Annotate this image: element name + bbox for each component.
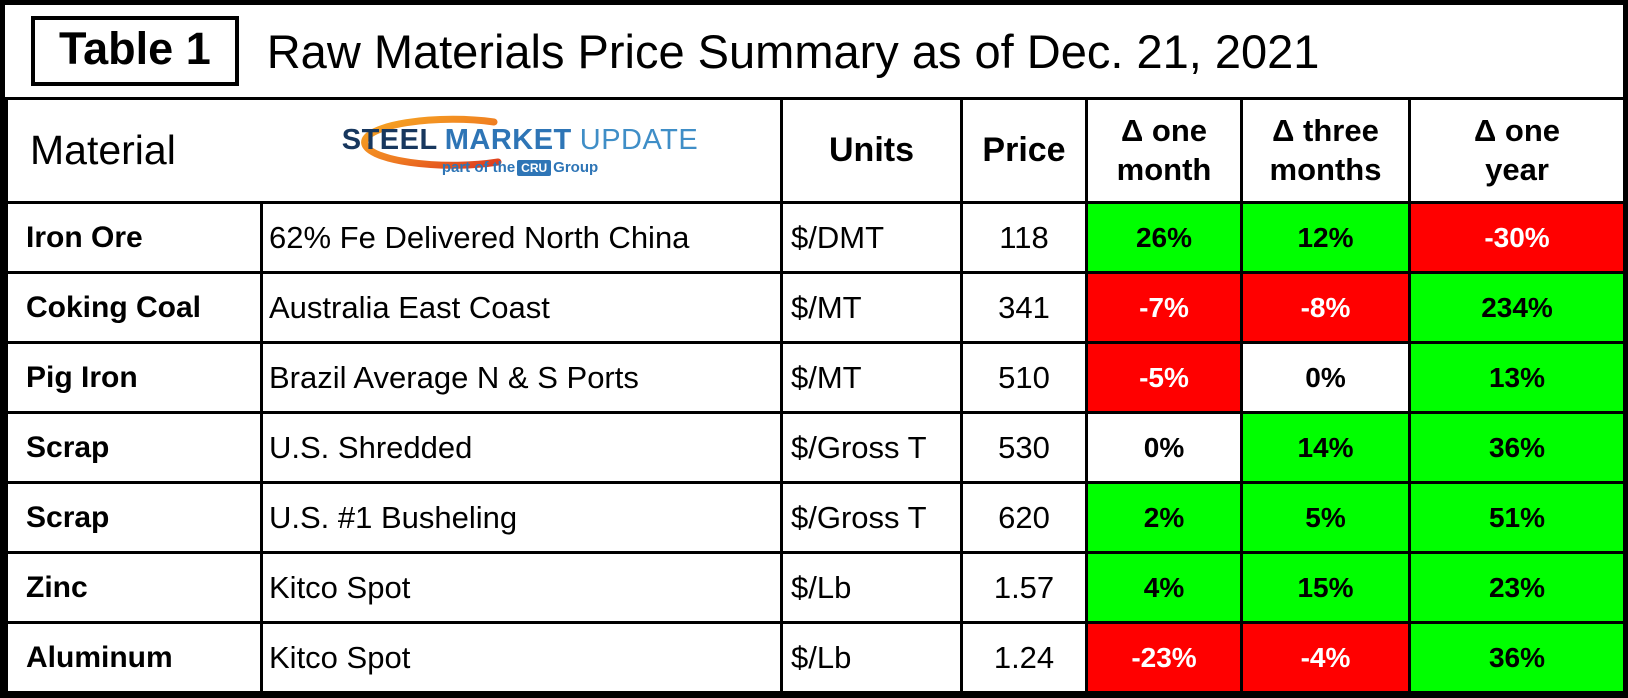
table-row: Zinc Kitco Spot $/Lb 1.57 4% 15% 23% [5, 551, 1623, 624]
delta-one-year-cell: 36% [1408, 411, 1623, 484]
units-cell: $/DMT [780, 201, 963, 274]
price-cell: 620 [960, 481, 1088, 554]
material-cell: Zinc [5, 551, 263, 624]
cru-logo-badge: CRU [517, 159, 552, 176]
col-header-delta-one-month-line1: Δ one [1120, 112, 1207, 148]
units-cell: $/Gross T [780, 481, 963, 554]
col-header-units: Units [780, 97, 963, 204]
description-cell: Kitco Spot [260, 621, 783, 693]
col-header-delta-one-month-line2: month [1116, 151, 1212, 187]
delta-one-month-cell: -23% [1085, 621, 1243, 693]
units-cell: $/MT [780, 271, 963, 344]
delta-one-month-cell: 26% [1085, 201, 1243, 274]
table-number-label: Table 1 [31, 16, 239, 86]
col-header-material-cell: Material [5, 97, 783, 204]
material-cell: Iron Ore [5, 201, 263, 274]
delta-three-months-cell: 5% [1240, 481, 1411, 554]
page-title: Raw Materials Price Summary as of Dec. 2… [266, 24, 1320, 78]
delta-one-year-cell: 13% [1408, 341, 1623, 414]
delta-three-months-cell: 12% [1240, 201, 1411, 274]
delta-one-month-cell: 2% [1085, 481, 1243, 554]
title-bar: Table 1 Raw Materials Price Summary as o… [5, 5, 1623, 97]
material-cell: Scrap [5, 411, 263, 484]
table-row: Scrap U.S. #1 Busheling $/Gross T 620 2%… [5, 481, 1623, 554]
delta-three-months-cell: 14% [1240, 411, 1411, 484]
col-header-delta-three-months-line2: months [1269, 151, 1382, 187]
delta-three-months-cell: 15% [1240, 551, 1411, 624]
units-cell: $/Lb [780, 621, 963, 693]
description-cell: 62% Fe Delivered North China [260, 201, 783, 274]
col-header-delta-one-month: Δ one month [1085, 97, 1243, 204]
units-cell: $/Gross T [780, 411, 963, 484]
col-header-delta-three-months-line1: Δ three [1272, 112, 1379, 148]
logo-update-text: UPDATE [579, 123, 699, 156]
delta-three-months-cell: -8% [1240, 271, 1411, 344]
delta-one-year-cell: 36% [1408, 621, 1623, 693]
delta-one-month-cell: 4% [1085, 551, 1243, 624]
smu-logo: STEEL MARKET UPDATE part of the CRU Group [342, 115, 699, 176]
price-table: Material [5, 97, 1623, 693]
col-header-delta-one-year-line1: Δ one [1473, 112, 1560, 148]
price-cell: 341 [960, 271, 1088, 344]
delta-one-year-cell: 234% [1408, 271, 1623, 344]
description-cell: Kitco Spot [260, 551, 783, 624]
delta-one-year-cell: -30% [1408, 201, 1623, 274]
material-cell: Coking Coal [5, 271, 263, 344]
logo-wordmark: STEEL MARKET UPDATE [342, 124, 699, 156]
col-header-delta-one-year-line2: year [1485, 151, 1549, 187]
col-header-material: Material [30, 127, 176, 173]
table-row: Scrap U.S. Shredded $/Gross T 530 0% 14%… [5, 411, 1623, 484]
delta-one-month-cell: -5% [1085, 341, 1243, 414]
table-body: Iron Ore 62% Fe Delivered North China $/… [5, 201, 1623, 693]
description-cell: Brazil Average N & S Ports [260, 341, 783, 414]
material-cell: Aluminum [5, 621, 263, 693]
logo-tagline: part of the CRU Group [342, 159, 699, 176]
col-header-delta-one-year: Δ one year [1408, 97, 1623, 204]
logo-market-text: MARKET [444, 123, 572, 156]
table-row: Pig Iron Brazil Average N & S Ports $/MT… [5, 341, 1623, 414]
description-cell: Australia East Coast [260, 271, 783, 344]
description-cell: U.S. Shredded [260, 411, 783, 484]
logo-tagline-pre: part of the [441, 158, 516, 176]
delta-three-months-cell: -4% [1240, 621, 1411, 693]
col-header-price: Price [960, 97, 1088, 204]
delta-three-months-cell: 0% [1240, 341, 1411, 414]
description-cell: U.S. #1 Busheling [260, 481, 783, 554]
delta-one-month-cell: -7% [1085, 271, 1243, 344]
logo-tagline-post: Group [553, 158, 599, 176]
price-cell: 510 [960, 341, 1088, 414]
material-cell: Scrap [5, 481, 263, 554]
units-cell: $/MT [780, 341, 963, 414]
price-cell: 1.57 [960, 551, 1088, 624]
delta-one-year-cell: 51% [1408, 481, 1623, 554]
logo-area: STEEL MARKET UPDATE part of the CRU Group [260, 115, 779, 176]
delta-one-month-cell: 0% [1085, 411, 1243, 484]
price-cell: 118 [960, 201, 1088, 274]
price-cell: 530 [960, 411, 1088, 484]
table-row: Iron Ore 62% Fe Delivered North China $/… [5, 201, 1623, 274]
logo-steel-text: STEEL [341, 123, 438, 156]
table-row: Coking Coal Australia East Coast $/MT 34… [5, 271, 1623, 344]
units-cell: $/Lb [780, 551, 963, 624]
col-header-delta-three-months: Δ three months [1240, 97, 1411, 204]
table-row: Aluminum Kitco Spot $/Lb 1.24 -23% -4% 3… [5, 621, 1623, 693]
delta-one-year-cell: 23% [1408, 551, 1623, 624]
header-row: Material [5, 97, 1623, 204]
price-cell: 1.24 [960, 621, 1088, 693]
material-cell: Pig Iron [5, 341, 263, 414]
